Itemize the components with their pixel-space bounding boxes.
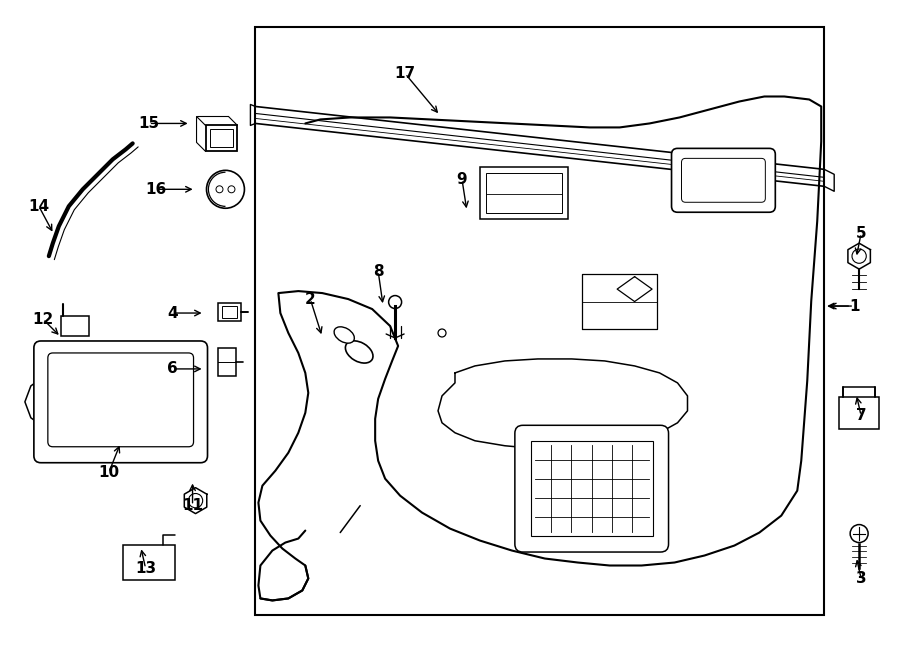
Bar bbox=[210, 130, 233, 147]
Text: 17: 17 bbox=[394, 66, 416, 81]
Text: 12: 12 bbox=[32, 311, 53, 327]
Text: 10: 10 bbox=[98, 465, 120, 480]
Bar bbox=[61, 316, 89, 336]
Bar bbox=[219, 348, 237, 376]
FancyBboxPatch shape bbox=[515, 425, 669, 552]
Text: 16: 16 bbox=[145, 182, 166, 197]
Text: 8: 8 bbox=[373, 264, 383, 279]
Bar bbox=[839, 397, 879, 429]
Bar bbox=[205, 126, 238, 151]
Bar bbox=[222, 306, 238, 318]
Text: 9: 9 bbox=[456, 172, 467, 187]
Ellipse shape bbox=[334, 327, 355, 343]
Ellipse shape bbox=[346, 341, 373, 363]
Text: 7: 7 bbox=[856, 408, 867, 423]
Text: 3: 3 bbox=[856, 571, 867, 586]
Bar bbox=[531, 442, 652, 536]
Bar bbox=[486, 173, 562, 214]
Bar bbox=[256, 26, 824, 615]
Bar bbox=[480, 167, 568, 219]
Text: 13: 13 bbox=[135, 561, 157, 576]
Circle shape bbox=[206, 171, 245, 208]
Text: 6: 6 bbox=[167, 362, 178, 376]
Bar bbox=[219, 303, 241, 321]
Text: 2: 2 bbox=[305, 292, 316, 307]
Text: 1: 1 bbox=[849, 299, 859, 313]
Text: 11: 11 bbox=[182, 498, 203, 513]
Text: 14: 14 bbox=[28, 199, 50, 214]
FancyBboxPatch shape bbox=[34, 341, 208, 463]
FancyBboxPatch shape bbox=[48, 353, 194, 447]
Text: 15: 15 bbox=[138, 116, 159, 131]
Bar bbox=[122, 545, 175, 580]
Text: 5: 5 bbox=[856, 225, 867, 241]
FancyBboxPatch shape bbox=[671, 148, 775, 212]
Text: 4: 4 bbox=[167, 305, 178, 321]
